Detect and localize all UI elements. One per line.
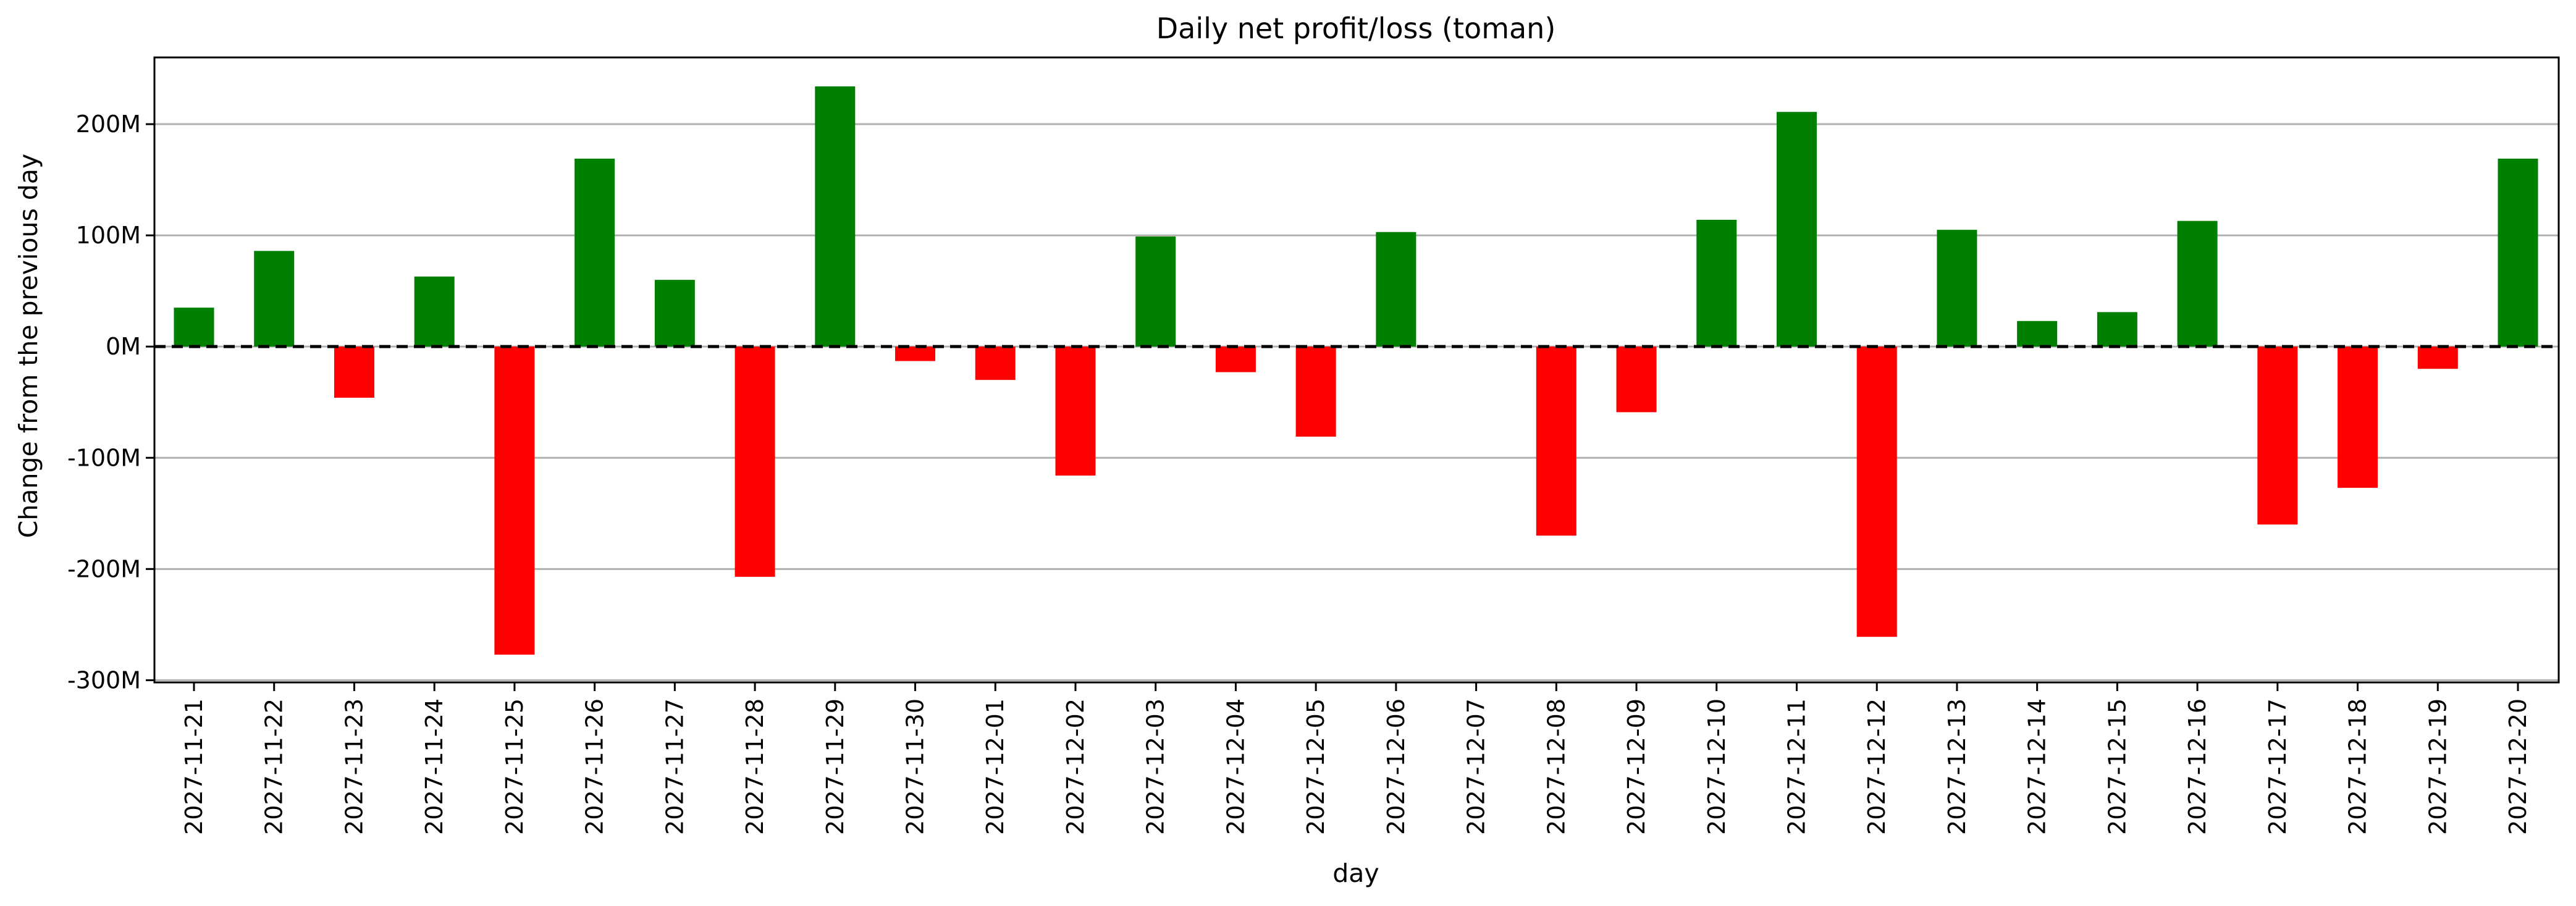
bar <box>1776 112 1817 347</box>
x-tick-label: 2027-12-06 <box>1383 698 1410 835</box>
bar <box>815 86 856 347</box>
bar <box>975 346 1016 380</box>
x-tick-label: 2027-12-11 <box>1783 698 1810 835</box>
x-tick-label: 2027-12-14 <box>2024 698 2051 835</box>
x-tick-label: 2027-12-03 <box>1142 698 1169 835</box>
x-tick-label: 2027-12-16 <box>2184 698 2211 835</box>
bar <box>1616 346 1657 413</box>
bar <box>1376 232 1416 347</box>
x-tick-label: 2027-12-12 <box>1863 698 1890 835</box>
x-tick-label: 2027-12-18 <box>2344 698 2372 835</box>
plot-area-frame <box>153 56 2560 684</box>
bar <box>494 346 535 655</box>
x-tick-label: 2027-12-17 <box>2264 698 2291 835</box>
x-tick-label: 2027-12-08 <box>1543 698 1570 835</box>
y-tick-label: 0M <box>106 333 141 360</box>
bar <box>2097 312 2137 347</box>
bar <box>1937 230 1977 347</box>
y-tick-label: -100M <box>67 444 141 471</box>
bar <box>1856 346 1897 637</box>
x-axis-label: day <box>1332 858 1379 888</box>
x-tick-label: 2027-11-22 <box>261 698 288 835</box>
bar <box>734 346 775 577</box>
x-tick-label: 2027-12-09 <box>1623 698 1650 835</box>
y-axis-ticks: -300M -200M -100M 0M 100M 200M <box>67 111 154 694</box>
bar <box>654 280 695 347</box>
x-tick-label: 2027-11-25 <box>501 698 528 835</box>
bar <box>254 251 295 347</box>
bar <box>2498 158 2538 347</box>
bar <box>2257 346 2298 525</box>
bar <box>1055 346 1096 476</box>
x-tick-label: 2027-11-23 <box>340 698 368 835</box>
x-tick-label: 2027-11-27 <box>661 698 688 835</box>
x-tick-label: 2027-12-15 <box>2103 698 2131 835</box>
x-tick-label: 2027-12-19 <box>2424 698 2451 835</box>
x-tick-label: 2027-12-13 <box>1943 698 1971 835</box>
x-tick-label: 2027-11-26 <box>581 698 608 835</box>
x-tick-label: 2027-12-05 <box>1302 698 1329 835</box>
x-tick-label: 2027-11-21 <box>180 698 208 835</box>
x-tick-label: 2027-11-30 <box>902 698 929 835</box>
x-tick-label: 2027-12-20 <box>2504 698 2532 835</box>
x-tick-label: 2027-12-04 <box>1222 698 1249 835</box>
y-tick-label: 100M <box>76 222 141 249</box>
bar <box>1295 346 1336 437</box>
bar <box>895 346 936 361</box>
y-axis-label: Change from the previous day <box>14 154 43 539</box>
bar <box>2017 321 2058 347</box>
bar <box>2338 346 2378 488</box>
bar <box>1696 219 1737 347</box>
x-tick-label: 2027-11-29 <box>822 698 849 835</box>
bar <box>2417 346 2458 369</box>
bar <box>1215 346 1256 372</box>
bar <box>414 276 455 347</box>
chart-title: Daily net profit/loss (toman) <box>1156 12 1556 45</box>
y-tick-label: -200M <box>67 555 141 582</box>
x-tick-label: 2027-12-10 <box>1703 698 1730 835</box>
x-tick-label: 2027-11-24 <box>421 698 448 835</box>
bars <box>174 86 2538 655</box>
x-tick-label: 2027-12-02 <box>1062 698 1089 835</box>
bar <box>575 158 615 347</box>
bar <box>1536 346 1576 536</box>
y-tick-label: 200M <box>76 111 141 138</box>
x-tick-label: 2027-11-28 <box>741 698 768 835</box>
bar <box>2177 220 2218 347</box>
x-tick-label: 2027-12-01 <box>982 698 1009 835</box>
x-tick-label: 2027-12-07 <box>1463 698 1490 835</box>
y-tick-label: -300M <box>67 666 141 694</box>
bar <box>334 346 374 398</box>
bar <box>174 308 214 347</box>
x-axis-ticks: 2027-11-21 2027-11-22 2027-11-23 2027-11-24… <box>180 682 2532 835</box>
bar <box>1135 236 1176 347</box>
